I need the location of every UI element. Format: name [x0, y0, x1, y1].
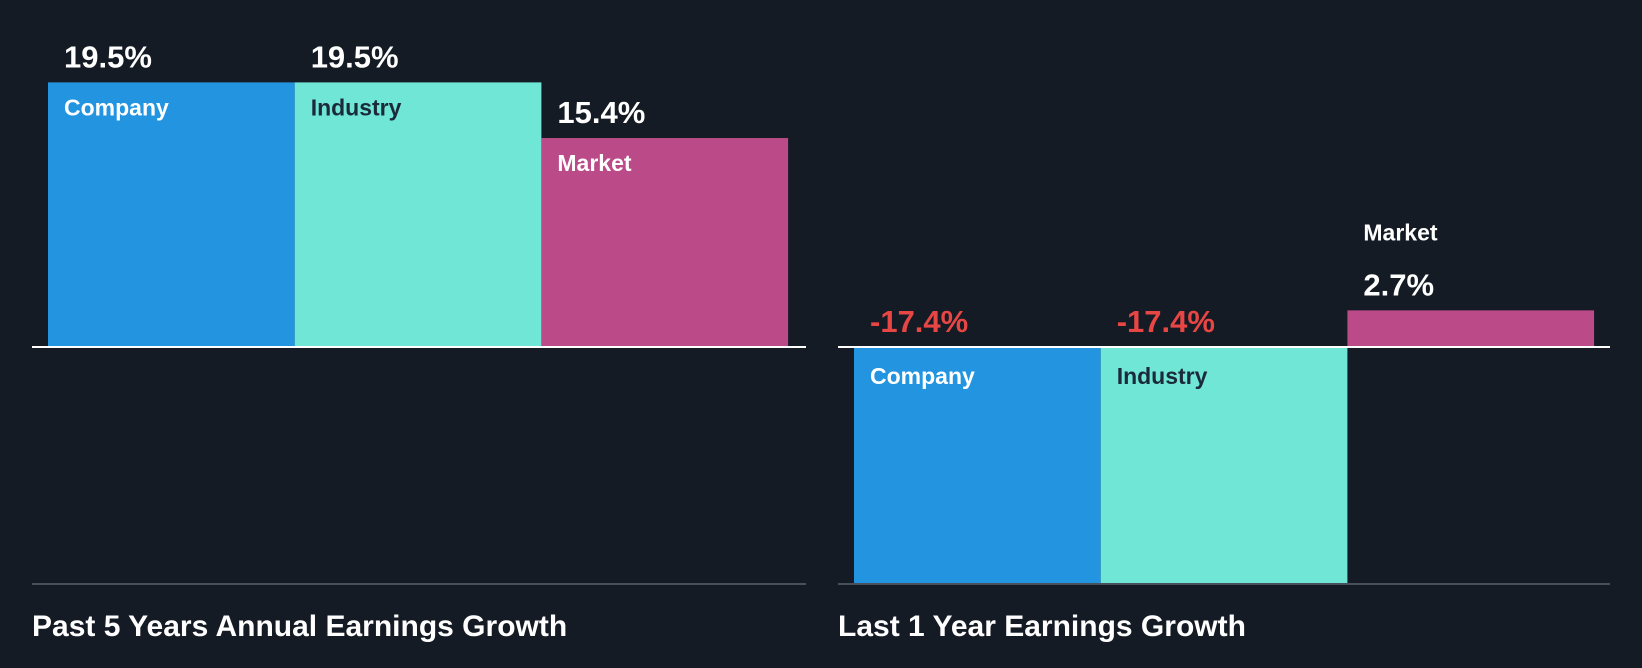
last-1-year-market-value-label: 2.7%	[1363, 267, 1434, 302]
past-5-years-company-value-label: 19.5%	[64, 39, 152, 74]
past-5-years-industry-value-label: 19.5%	[311, 39, 399, 74]
last-1-year-company-bar	[854, 347, 1101, 584]
last-1-year-panel: -17.4% Company -17.4% Industry 2.7% Market Las…	[838, 219, 1610, 643]
past-5-years-market-category-label: Market	[557, 150, 631, 176]
last-1-year-company-value-label: -17.4%	[870, 304, 968, 339]
past-5-years-industry-bar	[294, 82, 542, 347]
past-5-years-panel: 19.5% Company 19.5% Industry 15.4% Market Past…	[32, 39, 806, 643]
past-5-years-company-bar	[48, 82, 295, 347]
last-1-year-chart-title: Last 1 Year Earnings Growth	[838, 610, 1246, 643]
past-5-years-market-value-label: 15.4%	[557, 95, 645, 130]
last-1-year-company-category-label: Company	[870, 363, 975, 389]
past-5-years-chart-title: Past 5 Years Annual Earnings Growth	[32, 610, 567, 643]
last-1-year-market-bar	[1347, 310, 1595, 347]
past-5-years-industry-category-label: Industry	[311, 94, 402, 120]
last-1-year-industry-category-label: Industry	[1117, 363, 1208, 389]
last-1-year-market-category-label: Market	[1363, 219, 1437, 245]
last-1-year-industry-bar	[1100, 347, 1348, 584]
last-1-year-industry-value-label: -17.4%	[1117, 304, 1215, 339]
past-5-years-company-category-label: Company	[64, 94, 169, 120]
past-5-years-market-bar	[541, 138, 789, 347]
